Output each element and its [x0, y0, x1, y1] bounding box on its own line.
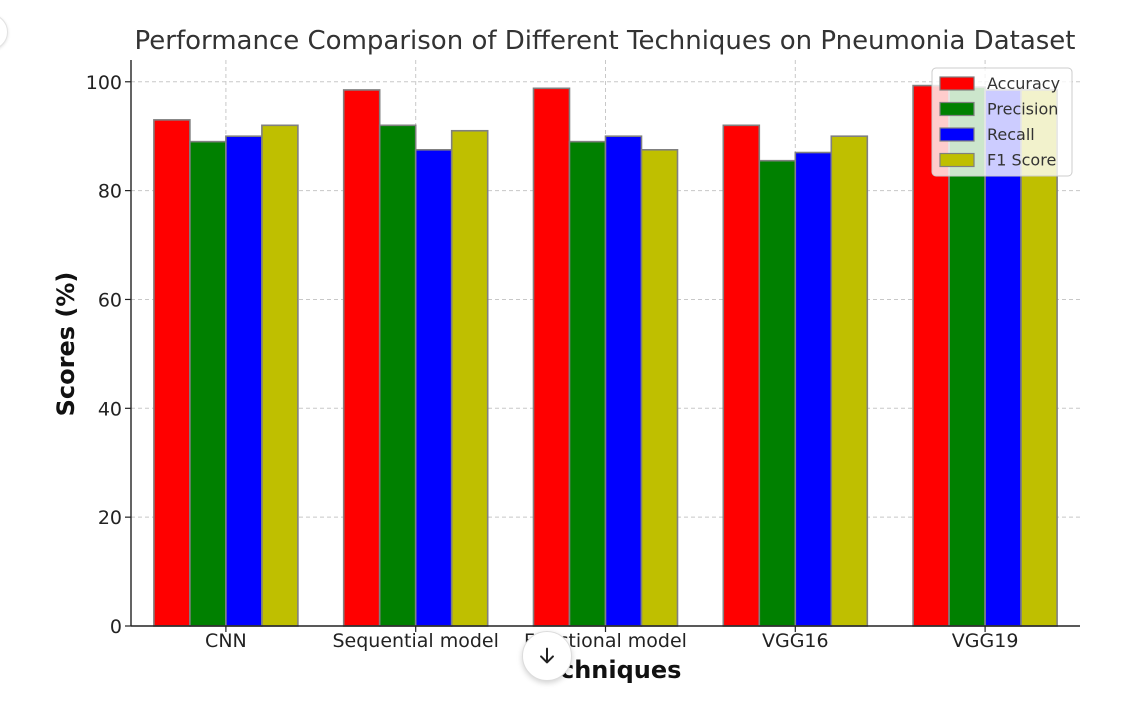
scroll-down-button[interactable] [522, 631, 572, 681]
legend-swatch [939, 101, 975, 117]
bar-recall-vgg16 [794, 151, 833, 627]
bar-accuracy-cnn [153, 119, 191, 627]
legend-box [931, 67, 1073, 177]
bar-recall-cnn [225, 135, 263, 627]
y-tick-labels: 0 20 40 60 80 100 [86, 72, 122, 638]
legend-label: F1 Score [987, 151, 1056, 170]
legend-label: Precision [987, 100, 1058, 119]
chart-title: Performance Comparison of Different Tech… [135, 26, 1076, 56]
y-tick-label: 40 [98, 398, 122, 420]
legend-swatch [939, 152, 975, 168]
bar-recall-functional-model [604, 135, 643, 627]
bar-accuracy-functional-model [532, 87, 571, 627]
bar-f1-score-vgg16 [830, 135, 869, 627]
y-tick-label: 0 [110, 616, 122, 638]
legend-label: Accuracy [987, 74, 1060, 93]
y-axis-label: Scores (%) [52, 272, 80, 417]
bar-precision-vgg16 [758, 159, 797, 627]
bar-precision-cnn [189, 140, 227, 627]
bar-recall-sequential-model [414, 148, 453, 627]
bar-accuracy-vgg16 [722, 124, 761, 627]
legend-swatch [939, 127, 975, 142]
legend-label: Recall [987, 125, 1035, 144]
x-tick-label: VGG19 [952, 630, 1019, 652]
x-tick-labels: CNN Sequential model Functional model VGG16… [205, 630, 1018, 652]
x-tick-label: Sequential model [332, 630, 498, 652]
bar-precision-sequential-model [378, 124, 417, 627]
bars [153, 84, 1058, 627]
legend: Accuracy Precision Recall F1 Score [931, 67, 1073, 177]
y-tick-label: 100 [86, 72, 122, 94]
bar-f1-score-functional-model [640, 148, 679, 627]
arrow-down-icon [540, 647, 554, 664]
x-tick-label: CNN [205, 630, 247, 652]
y-tick-label: 20 [98, 507, 122, 529]
axes [125, 60, 1080, 632]
x-tick-label: VGG16 [762, 630, 829, 652]
bar-f1-score-sequential-model [450, 129, 489, 627]
legend-swatch [939, 76, 975, 91]
bar-f1-score-cnn [261, 124, 299, 627]
y-tick-label: 60 [98, 289, 122, 311]
bar-precision-functional-model [568, 140, 607, 627]
y-tick-label: 80 [98, 181, 122, 203]
bar-accuracy-sequential-model [342, 89, 381, 627]
